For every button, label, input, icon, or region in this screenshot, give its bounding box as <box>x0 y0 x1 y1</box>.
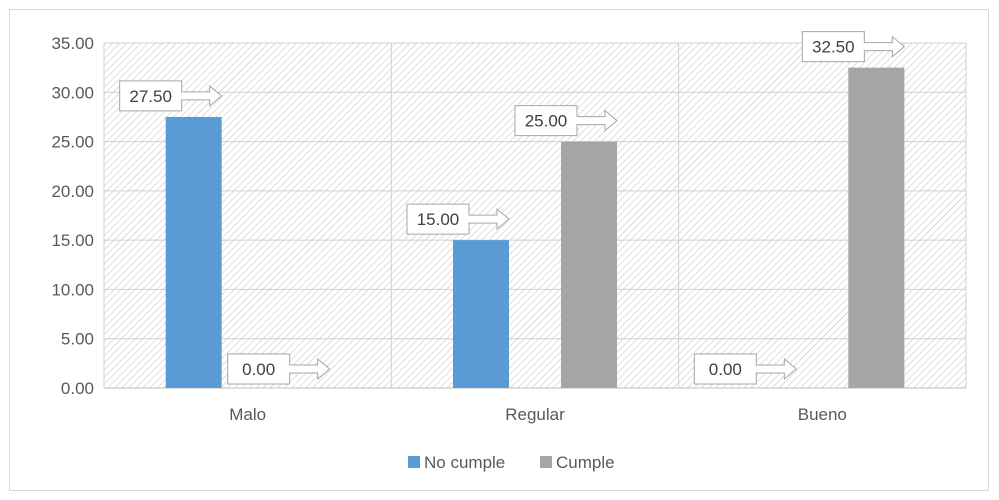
data-label-callout <box>119 80 223 112</box>
data-label-value: 0.00 <box>709 360 742 379</box>
y-tick-label: 25.00 <box>51 133 94 152</box>
data-label-callout <box>406 203 510 235</box>
data-label-callout <box>514 105 618 137</box>
y-tick-label: 15.00 <box>51 231 94 250</box>
data-label-value: 0.00 <box>242 360 275 379</box>
data-label: 25.00 <box>514 105 618 137</box>
bar-cumple <box>848 67 905 389</box>
bar-no-cumple <box>453 240 509 388</box>
data-label-callout <box>227 353 331 385</box>
legend-swatch <box>540 456 552 468</box>
data-label-value: 15.00 <box>417 210 460 229</box>
plot-area <box>104 43 966 388</box>
y-axis: 0.00 5.00 10.00 15.00 20.00 25.00 30.00 35.00 <box>51 34 94 398</box>
bars <box>165 67 905 389</box>
data-label-callout <box>801 31 906 63</box>
y-tick-label: 30.00 <box>51 83 94 102</box>
data-label-value: 27.50 <box>129 87 172 106</box>
y-tick-label: 10.00 <box>51 280 94 299</box>
legend-label: Cumple <box>556 453 615 472</box>
y-tick-label: 5.00 <box>61 330 94 349</box>
data-label: 32.50 <box>801 31 906 63</box>
data-label: 0.00 <box>227 353 331 385</box>
bar-no-cumple <box>165 116 222 388</box>
legend-swatch <box>408 456 420 468</box>
data-label: 15.00 <box>406 203 510 235</box>
data-label: 0.00 <box>693 353 798 385</box>
data-label-value: 32.50 <box>812 38 855 57</box>
x-tick-label: Malo <box>229 405 266 424</box>
data-label-value: 25.00 <box>525 112 568 131</box>
data-labels: 27.50 0.00 15.00 25.00 0.00 32.50 <box>119 31 906 385</box>
data-label: 27.50 <box>119 80 223 112</box>
x-axis: Malo Regular Bueno <box>229 405 847 424</box>
x-tick-label: Regular <box>505 405 565 424</box>
y-tick-label: 0.00 <box>61 379 94 398</box>
legend-label: No cumple <box>424 453 505 472</box>
y-tick-label: 20.00 <box>51 182 94 201</box>
bar-cumple <box>561 141 617 388</box>
legend: No cumple Cumple <box>408 453 615 472</box>
y-tick-label: 35.00 <box>51 34 94 53</box>
data-label-callout <box>693 353 798 385</box>
x-tick-label: Bueno <box>798 405 847 424</box>
gridlines <box>103 42 967 389</box>
